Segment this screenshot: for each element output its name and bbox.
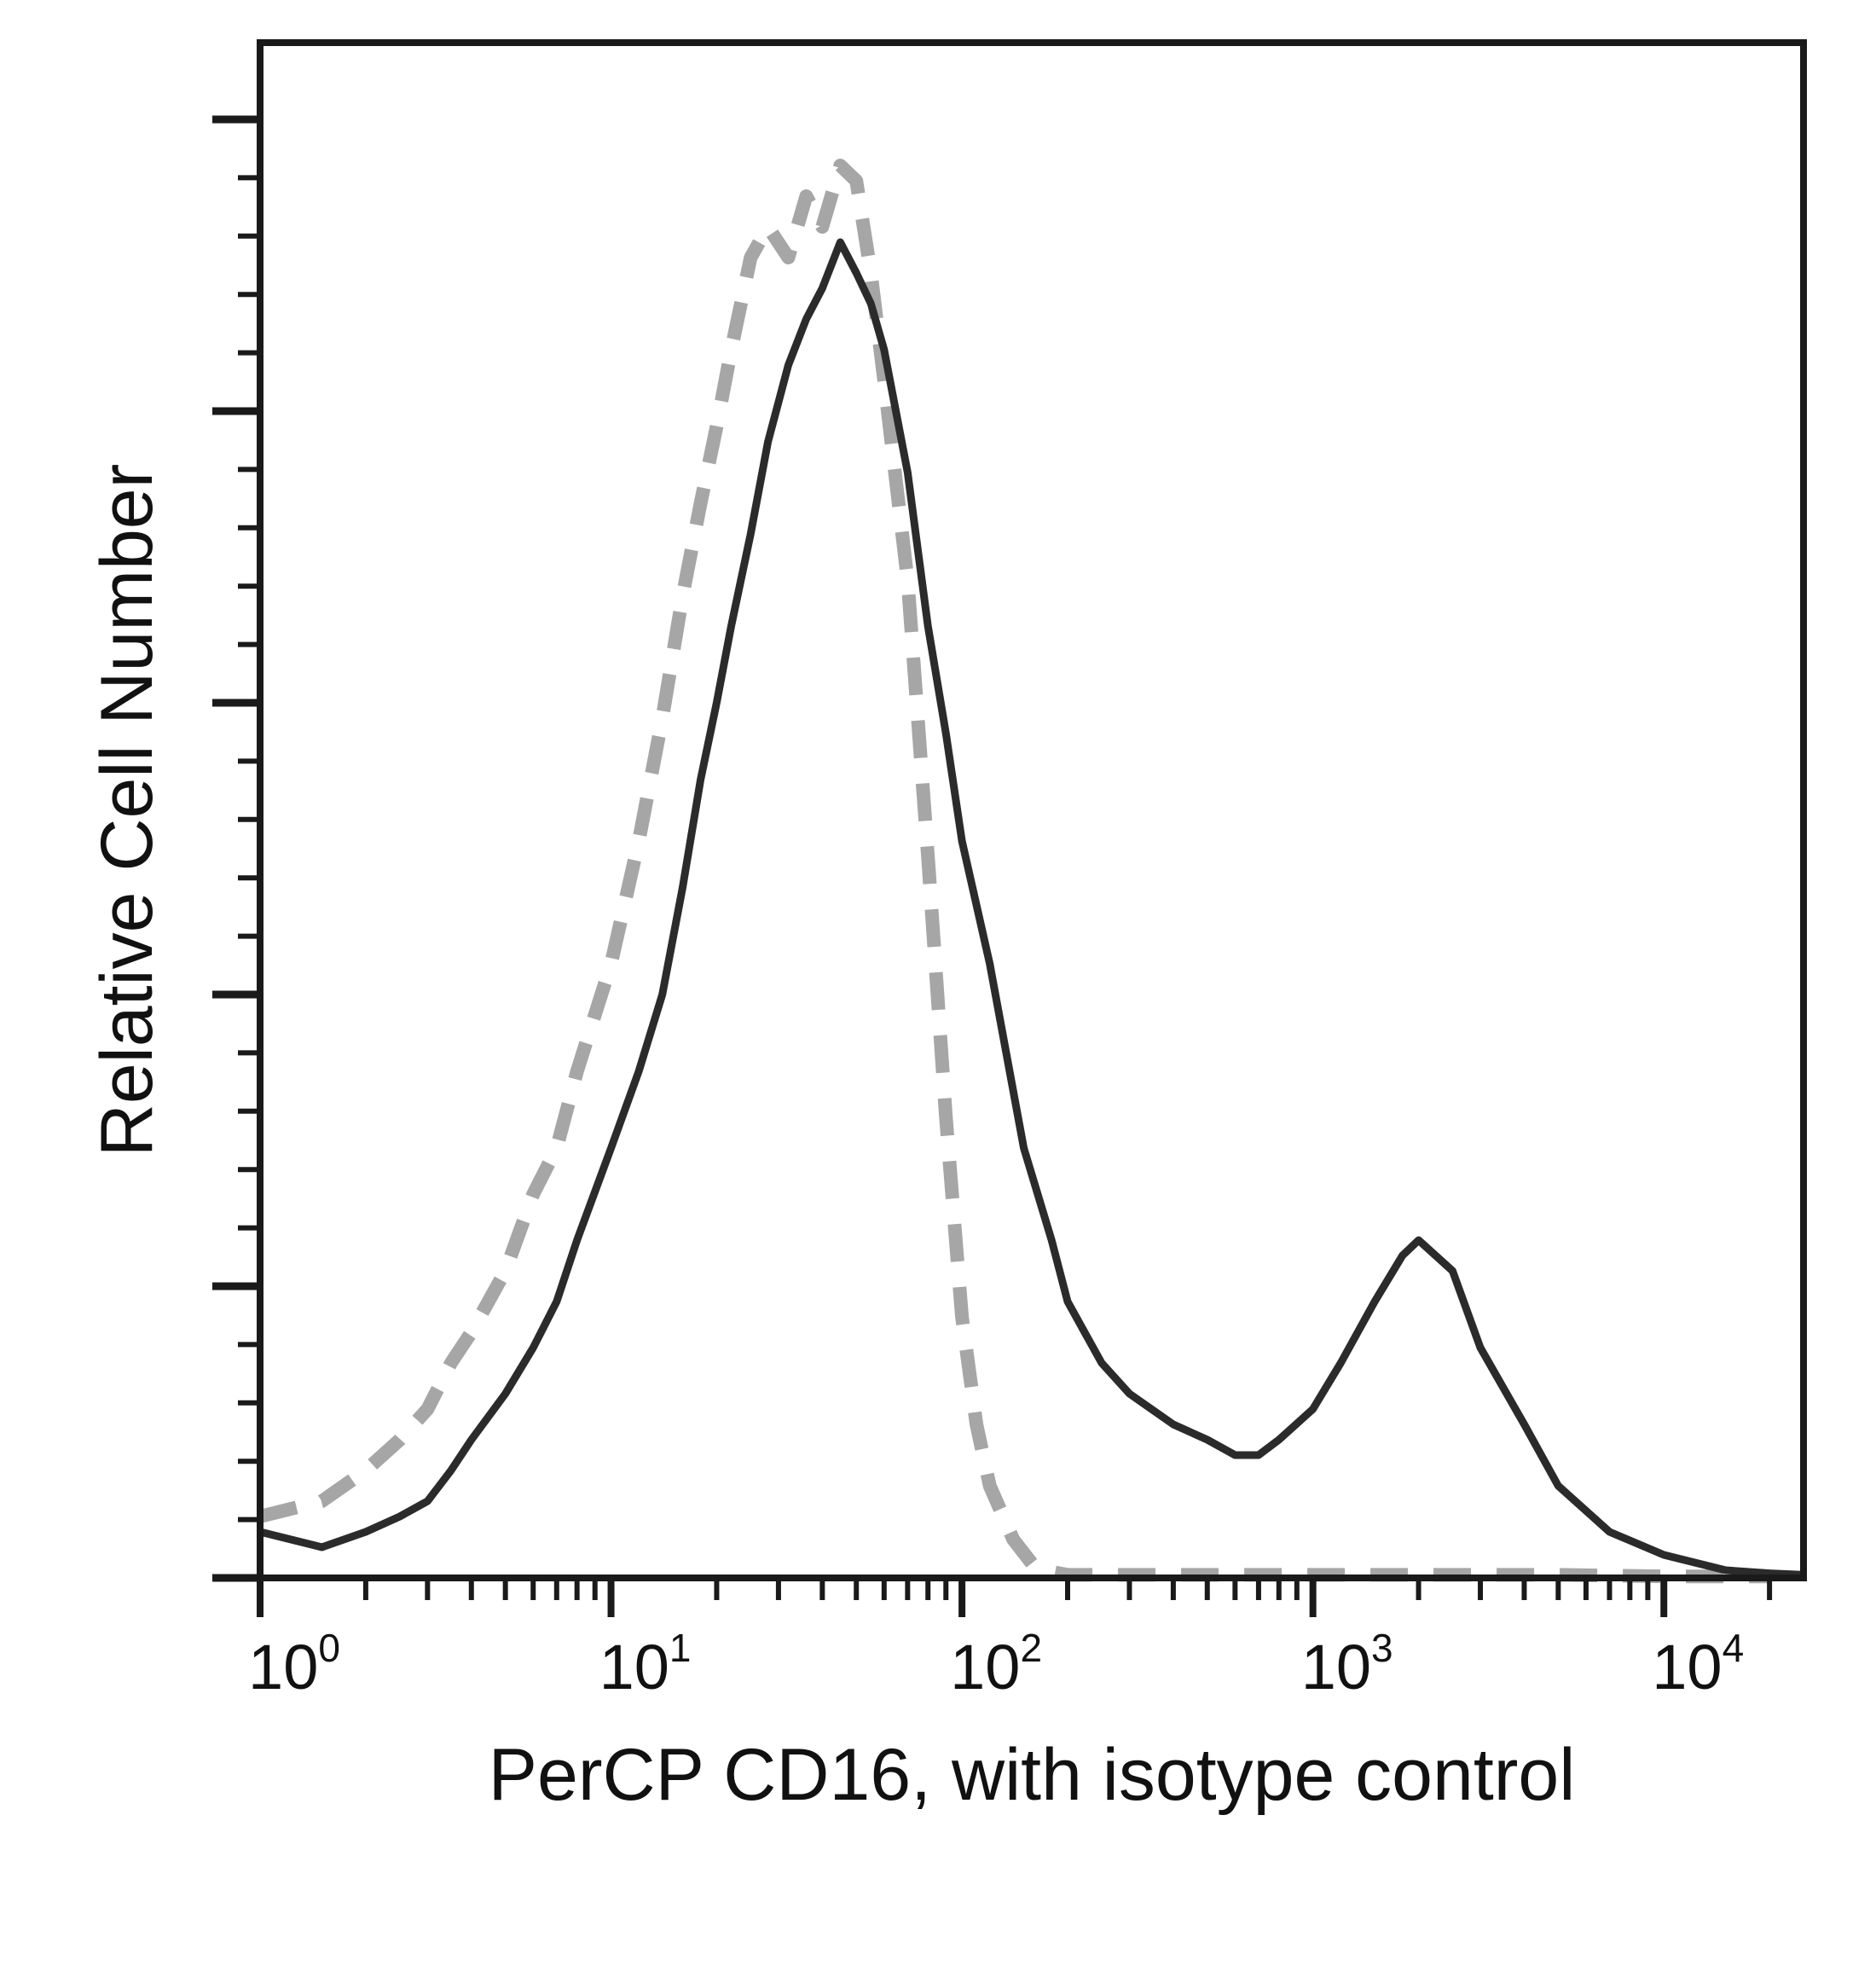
x-tick-label-exponent: 0 xyxy=(318,1626,340,1670)
x-tick-label-exponent: 1 xyxy=(669,1626,692,1670)
x-tick-label: 104 xyxy=(1652,1626,1744,1702)
x-tick-label: 100 xyxy=(248,1626,340,1702)
x-tick-label-base: 10 xyxy=(950,1632,1020,1702)
x-tick-label-exponent: 2 xyxy=(1020,1626,1042,1670)
y-axis-title: Relative Cell Number xyxy=(86,464,168,1157)
x-tick-label: 102 xyxy=(950,1626,1042,1702)
x-tick-label-base: 10 xyxy=(1301,1632,1371,1702)
plot-frame xyxy=(257,39,1807,1581)
x-tick-label-exponent: 4 xyxy=(1723,1626,1745,1670)
x-axis-title: PerCP CD16, with isotype control xyxy=(489,1734,1576,1816)
x-tick-label-base: 10 xyxy=(1652,1632,1722,1702)
x-tick-label-exponent: 3 xyxy=(1371,1626,1393,1670)
x-tick-label: 101 xyxy=(599,1626,692,1702)
isotype-control-line xyxy=(258,159,1770,1584)
x-tick-label: 103 xyxy=(1301,1626,1393,1702)
x-tick-label-base: 10 xyxy=(248,1632,318,1702)
cd16-stained-line xyxy=(258,238,1804,1579)
x-tick-label-base: 10 xyxy=(599,1632,669,1702)
